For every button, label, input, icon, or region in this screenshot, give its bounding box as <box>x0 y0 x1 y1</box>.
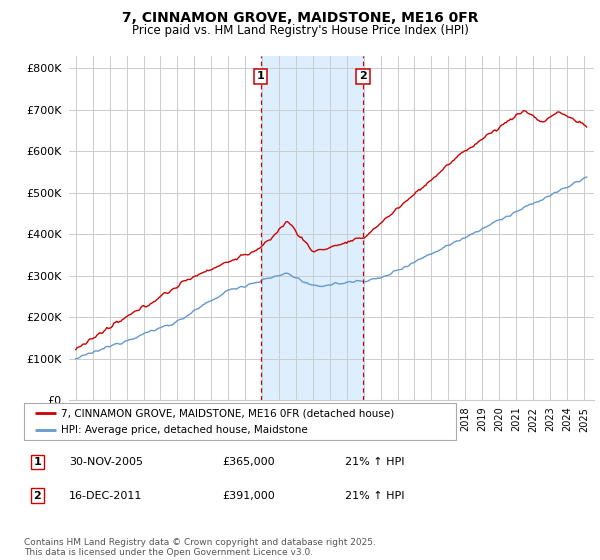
Text: 21% ↑ HPI: 21% ↑ HPI <box>345 457 404 467</box>
Text: 1: 1 <box>257 72 265 82</box>
Text: 7, CINNAMON GROVE, MAIDSTONE, ME16 0FR: 7, CINNAMON GROVE, MAIDSTONE, ME16 0FR <box>122 11 478 25</box>
Text: £391,000: £391,000 <box>222 491 275 501</box>
FancyBboxPatch shape <box>24 403 456 440</box>
Text: 7, CINNAMON GROVE, MAIDSTONE, ME16 0FR (detached house): 7, CINNAMON GROVE, MAIDSTONE, ME16 0FR (… <box>61 408 394 418</box>
Text: 21% ↑ HPI: 21% ↑ HPI <box>345 491 404 501</box>
Text: 1: 1 <box>34 457 41 467</box>
Text: 2: 2 <box>359 72 367 82</box>
Text: HPI: Average price, detached house, Maidstone: HPI: Average price, detached house, Maid… <box>61 425 307 435</box>
Text: 30-NOV-2005: 30-NOV-2005 <box>69 457 143 467</box>
Text: Contains HM Land Registry data © Crown copyright and database right 2025.
This d: Contains HM Land Registry data © Crown c… <box>24 538 376 557</box>
Text: 16-DEC-2011: 16-DEC-2011 <box>69 491 142 501</box>
Bar <box>261 56 363 400</box>
Text: 2: 2 <box>34 491 41 501</box>
Text: Price paid vs. HM Land Registry's House Price Index (HPI): Price paid vs. HM Land Registry's House … <box>131 24 469 37</box>
Text: £365,000: £365,000 <box>222 457 275 467</box>
